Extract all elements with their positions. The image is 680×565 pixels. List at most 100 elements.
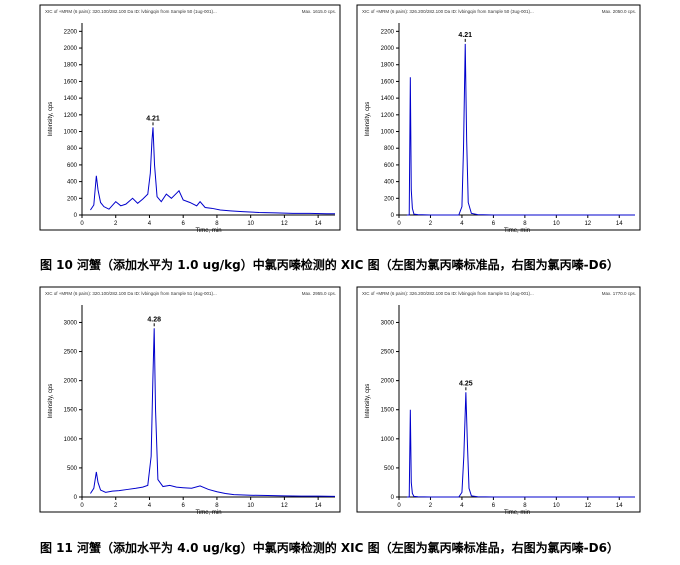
x-tick-label: 6: [492, 503, 496, 509]
x-tick-label: 10: [553, 221, 560, 227]
panel-header: XIC of +MRM (6 pairs): 320.100/282.100 D…: [45, 291, 217, 296]
max-label: Max. 1615.0 cps.: [302, 9, 336, 14]
peak-label: 4.21: [458, 32, 472, 39]
y-tick-label: 400: [67, 180, 78, 186]
y-tick-label: 800: [67, 146, 78, 152]
xic-trace: [406, 43, 635, 216]
y-tick-label: 1000: [64, 437, 78, 443]
y-tick-label: 0: [74, 495, 78, 501]
y-tick-label: 2000: [381, 379, 395, 385]
y-tick-label: 200: [384, 196, 395, 202]
y-tick-label: 1800: [64, 63, 78, 69]
x-axis-label: Time, min: [504, 228, 530, 234]
y-axis-label: Intensity, cps: [365, 102, 371, 137]
peak-label: 4.28: [147, 316, 161, 323]
panel-frame: [356, 4, 641, 231]
y-tick-label: 600: [67, 163, 78, 169]
y-tick-label: 500: [67, 466, 78, 472]
y-tick-label: 1200: [64, 113, 78, 119]
peak-label: 4.25: [459, 380, 473, 387]
y-tick-label: 1400: [64, 96, 78, 102]
x-tick-label: 12: [281, 503, 288, 509]
y-axis-label: Intensity, cps: [365, 384, 371, 419]
y-tick-label: 0: [391, 495, 395, 501]
panel-header: XIC of +MRM (6 pairs): 326.200/282.100 D…: [362, 9, 534, 14]
x-tick-label: 14: [616, 221, 623, 227]
x-tick-label: 14: [315, 503, 322, 509]
y-tick-label: 1500: [381, 408, 395, 414]
x-tick-label: 8: [523, 221, 527, 227]
x-tick-label: 6: [182, 221, 186, 227]
x-tick-label: 12: [584, 221, 591, 227]
y-tick-label: 2500: [64, 350, 78, 356]
x-axis-label: Time, min: [504, 510, 530, 516]
x-tick-label: 8: [523, 503, 527, 509]
panel-frame: [39, 4, 341, 231]
y-tick-label: 1000: [64, 130, 78, 136]
xic-trace: [90, 127, 335, 215]
x-tick-label: 6: [492, 221, 496, 227]
xic-trace: [406, 392, 635, 498]
y-tick-label: 0: [391, 213, 395, 219]
y-tick-label: 200: [67, 196, 78, 202]
y-tick-label: 3000: [381, 320, 395, 326]
y-tick-label: 1800: [381, 63, 395, 69]
y-tick-label: 2000: [64, 379, 78, 385]
y-tick-label: 400: [384, 180, 395, 186]
x-tick-label: 10: [247, 221, 254, 227]
y-tick-label: 1400: [381, 96, 395, 102]
x-tick-label: 0: [397, 221, 401, 227]
y-tick-label: 500: [384, 466, 395, 472]
x-axis-label: Time, min: [195, 510, 221, 516]
max-label: Max. 2955.0 cps.: [302, 291, 336, 296]
x-tick-label: 4: [148, 503, 152, 509]
x-axis-label: Time, min: [195, 228, 221, 234]
caption: 图 11 河蟹（添加水平为 4.0 ug/kg）中氯丙嗪检测的 XIC 图（左图…: [40, 540, 619, 555]
y-tick-label: 2000: [64, 46, 78, 52]
x-tick-label: 4: [460, 503, 464, 509]
x-tick-label: 8: [215, 503, 219, 509]
x-tick-label: 2: [429, 503, 433, 509]
x-tick-label: 8: [215, 221, 219, 227]
caption: 图 10 河蟹（添加水平为 1.0 ug/kg）中氯丙嗪检测的 XIC 图（左图…: [40, 257, 619, 272]
y-tick-label: 2200: [64, 29, 78, 35]
x-tick-label: 6: [182, 503, 186, 509]
panel-frame: [356, 286, 641, 513]
x-tick-label: 14: [315, 221, 322, 227]
xic-trace: [90, 328, 336, 497]
x-tick-label: 0: [80, 503, 84, 509]
y-tick-label: 1000: [381, 130, 395, 136]
y-tick-label: 600: [384, 163, 395, 169]
y-tick-label: 2200: [381, 29, 395, 35]
x-tick-label: 12: [281, 221, 288, 227]
x-tick-label: 0: [397, 503, 401, 509]
x-tick-label: 14: [616, 503, 623, 509]
x-tick-label: 2: [429, 221, 433, 227]
max-label: Max. 1770.0 cps.: [602, 291, 636, 296]
y-tick-label: 2500: [381, 350, 395, 356]
peak-label: 4.21: [146, 115, 160, 122]
y-tick-label: 0: [74, 213, 78, 219]
y-tick-label: 3000: [64, 320, 78, 326]
panel-header: XIC of +MRM (6 pairs): 320.100/282.100 D…: [45, 9, 217, 14]
x-tick-label: 4: [460, 221, 464, 227]
y-tick-label: 1500: [64, 408, 78, 414]
x-tick-label: 10: [247, 503, 254, 509]
y-tick-label: 1200: [381, 113, 395, 119]
y-tick-label: 1600: [381, 79, 395, 85]
x-tick-label: 10: [553, 503, 560, 509]
x-tick-label: 0: [80, 221, 84, 227]
x-tick-label: 12: [584, 503, 591, 509]
y-tick-label: 2000: [381, 46, 395, 52]
y-axis-label: Intensity, cps: [48, 102, 54, 137]
x-tick-label: 2: [114, 503, 118, 509]
x-tick-label: 2: [114, 221, 118, 227]
x-tick-label: 4: [148, 221, 152, 227]
max-label: Max. 2050.0 cps.: [602, 9, 636, 14]
panel-frame: [39, 286, 341, 513]
panel-header: XIC of +MRM (6 pairs): 326.200/282.100 D…: [362, 291, 534, 296]
y-tick-label: 800: [384, 146, 395, 152]
y-tick-label: 1600: [64, 79, 78, 85]
